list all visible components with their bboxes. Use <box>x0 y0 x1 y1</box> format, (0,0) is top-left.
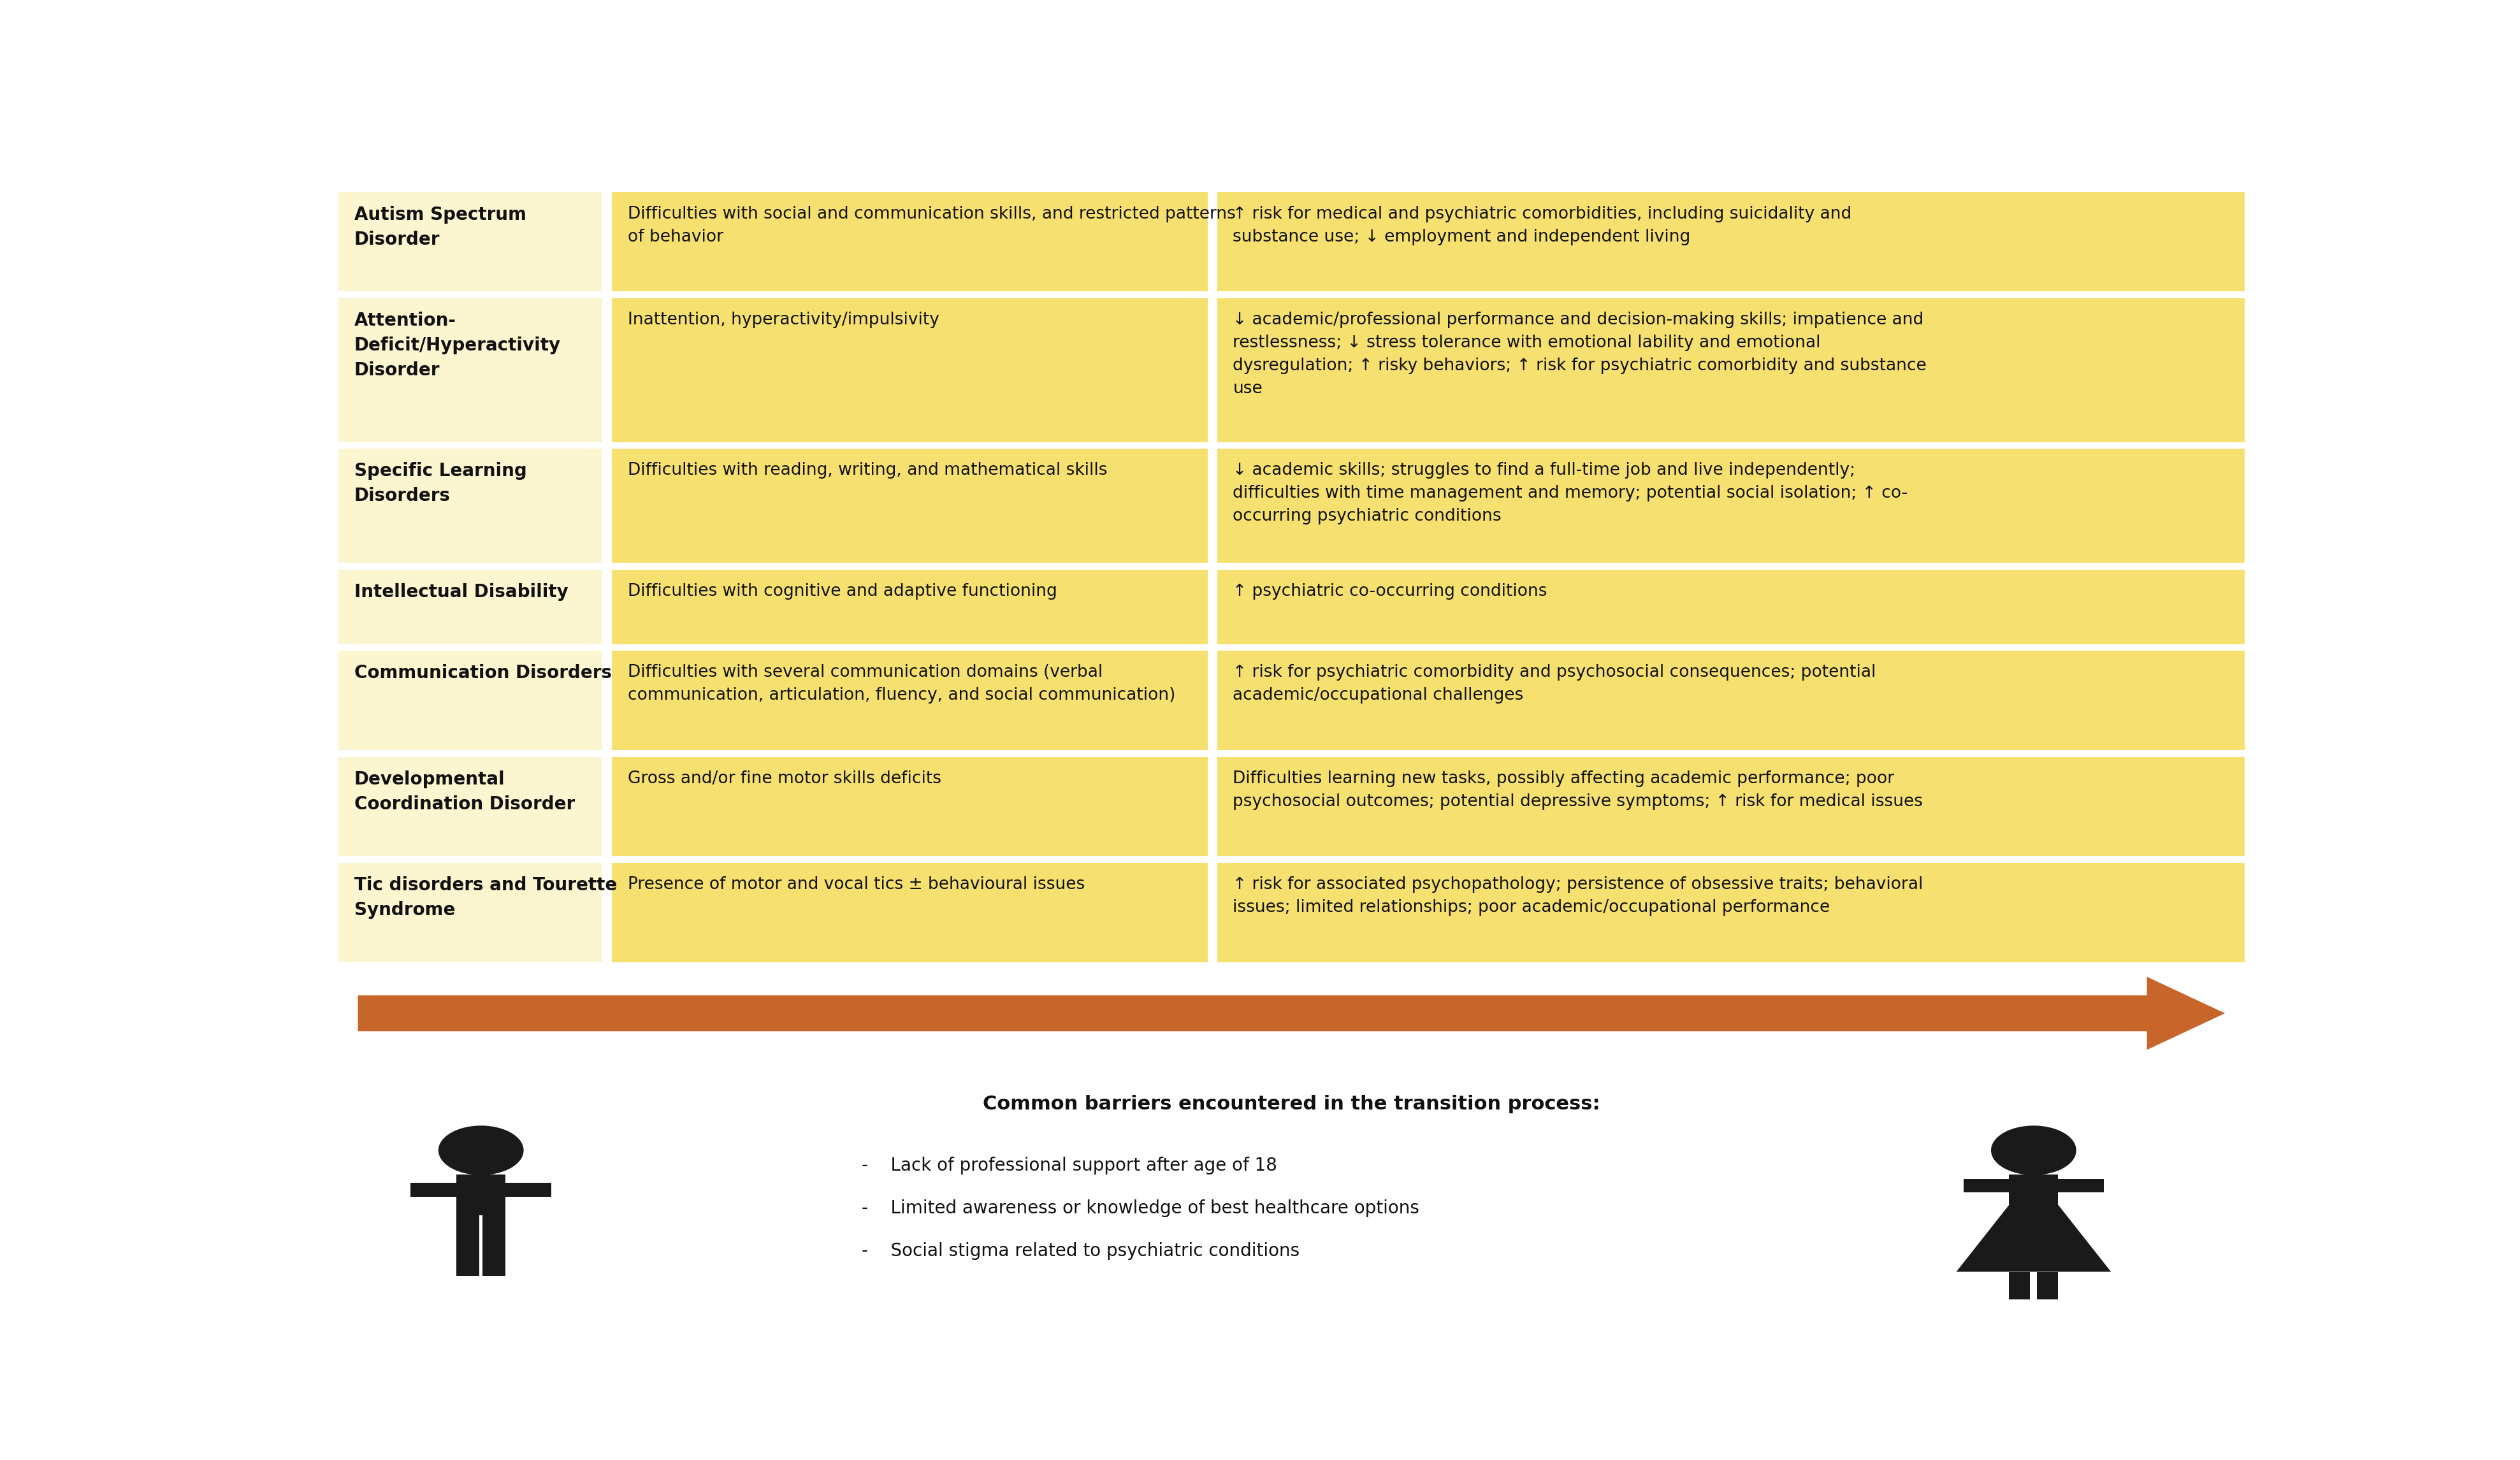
Text: Difficulties with reading, writing, and mathematical skills: Difficulties with reading, writing, and … <box>627 463 1106 479</box>
Bar <box>612 448 1207 564</box>
Bar <box>1217 569 2245 644</box>
Bar <box>2008 1175 2059 1204</box>
Text: -    Lack of professional support after age of 18: - Lack of professional support after age… <box>862 1156 1278 1174</box>
Bar <box>338 756 602 856</box>
Bar <box>1217 651 2245 750</box>
Text: Developmental
Coordination Disorder: Developmental Coordination Disorder <box>353 771 575 813</box>
Bar <box>612 651 1207 750</box>
Bar <box>507 1183 552 1197</box>
Text: ↑ risk for associated psychopathology; persistence of obsessive traits; behavior: ↑ risk for associated psychopathology; p… <box>1232 876 1923 915</box>
Text: ↑ psychiatric co-occurring conditions: ↑ psychiatric co-occurring conditions <box>1232 583 1547 600</box>
Bar <box>1217 756 2245 856</box>
Bar <box>612 863 1207 962</box>
Text: Autism Spectrum
Disorder: Autism Spectrum Disorder <box>353 206 527 248</box>
Bar <box>612 756 1207 856</box>
Circle shape <box>1991 1126 2076 1175</box>
Bar <box>338 569 602 644</box>
Bar <box>338 651 602 750</box>
Polygon shape <box>358 977 2225 1050</box>
Text: Common barriers encountered in the transition process:: Common barriers encountered in the trans… <box>983 1095 1600 1114</box>
Bar <box>612 569 1207 644</box>
Text: ↓ academic/professional performance and decision-making skills; impatience and
r: ↓ academic/professional performance and … <box>1232 311 1928 397</box>
Bar <box>1217 298 2245 442</box>
Text: Communication Disorders: Communication Disorders <box>353 664 612 682</box>
Text: -    Limited awareness or knowledge of best healthcare options: - Limited awareness or knowledge of best… <box>862 1199 1419 1218</box>
Bar <box>411 1183 456 1197</box>
Bar <box>612 193 1207 292</box>
Text: Specific Learning
Disorders: Specific Learning Disorders <box>353 463 527 505</box>
Text: ↑ risk for medical and psychiatric comorbidities, including suicidality and
subs: ↑ risk for medical and psychiatric comor… <box>1232 206 1852 245</box>
Text: Difficulties with several communication domains (verbal
communication, articulat: Difficulties with several communication … <box>627 664 1174 704</box>
Text: Gross and/or fine motor skills deficits: Gross and/or fine motor skills deficits <box>627 771 940 787</box>
Bar <box>1217 448 2245 564</box>
Text: Difficulties learning new tasks, possibly affecting academic performance; poor
p: Difficulties learning new tasks, possibl… <box>1232 771 1923 810</box>
Bar <box>484 1215 507 1276</box>
Text: Presence of motor and vocal tics ± behavioural issues: Presence of motor and vocal tics ± behav… <box>627 876 1084 894</box>
Text: ↓ academic skills; struggles to find a full-time job and live independently;
dif: ↓ academic skills; struggles to find a f… <box>1232 463 1908 524</box>
Bar <box>338 863 602 962</box>
Bar <box>1217 863 2245 962</box>
Text: Intellectual Disability: Intellectual Disability <box>353 583 567 602</box>
Bar <box>2059 1180 2104 1193</box>
Bar <box>338 298 602 442</box>
Bar <box>456 1175 507 1215</box>
Bar <box>456 1215 479 1276</box>
Bar <box>1217 193 2245 292</box>
Text: Difficulties with cognitive and adaptive functioning: Difficulties with cognitive and adaptive… <box>627 583 1056 600</box>
Text: Difficulties with social and communication skills, and restricted patterns
of be: Difficulties with social and communicati… <box>627 206 1235 245</box>
Text: Attention-
Deficit/Hyperactivity
Disorder: Attention- Deficit/Hyperactivity Disorde… <box>353 311 559 380</box>
Bar <box>338 448 602 564</box>
Text: ↑ risk for psychiatric comorbidity and psychosocial consequences; potential
acad: ↑ risk for psychiatric comorbidity and p… <box>1232 664 1877 704</box>
Text: Inattention, hyperactivity/impulsivity: Inattention, hyperactivity/impulsivity <box>627 311 940 329</box>
Polygon shape <box>1956 1204 2112 1272</box>
Bar <box>612 298 1207 442</box>
Bar <box>2008 1272 2031 1317</box>
Text: -    Social stigma related to psychiatric conditions: - Social stigma related to psychiatric c… <box>862 1242 1300 1260</box>
Circle shape <box>438 1126 524 1175</box>
Bar <box>338 193 602 292</box>
Bar <box>1963 1180 2008 1193</box>
Bar <box>2036 1272 2059 1317</box>
Text: Tic disorders and Tourette
Syndrome: Tic disorders and Tourette Syndrome <box>353 876 617 918</box>
